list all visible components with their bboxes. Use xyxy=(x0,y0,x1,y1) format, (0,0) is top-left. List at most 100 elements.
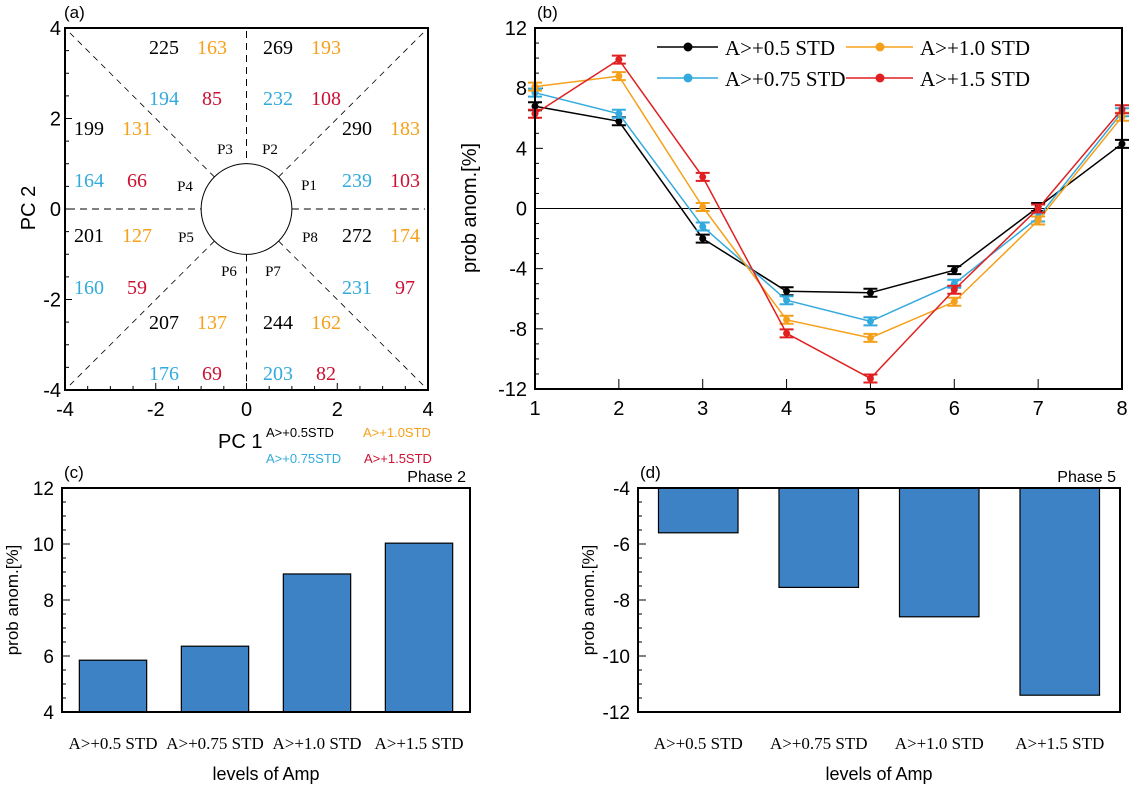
data-point xyxy=(1034,205,1042,212)
count-label: 244 xyxy=(263,312,293,334)
legend-label: A>+1.5 STD xyxy=(920,67,1030,91)
series-line-2 xyxy=(534,75,1123,339)
count-label: 203 xyxy=(263,363,293,385)
x-tick-label: 2 xyxy=(332,399,343,421)
x-category-label: A>+0.5 STD xyxy=(68,734,157,753)
panel-label-d: (d) xyxy=(640,463,661,482)
phase-label: P2 xyxy=(262,142,278,158)
legend-entry: A>+0.5STD xyxy=(266,425,334,440)
y-axis-label: prob anom.[%] xyxy=(459,143,481,273)
y-tick-label: -12 xyxy=(603,703,630,724)
y-tick-label: -10 xyxy=(603,647,630,668)
panel-label-a: (a) xyxy=(64,3,85,22)
y-tick-label: -4 xyxy=(509,259,527,281)
panel-a: -4 -2 0 2 4 -4 -2 0 2 4 PC 1 PC 2 A>+0.5STD A>+1.0STD… xyxy=(18,18,434,466)
count-label: 231 xyxy=(342,277,372,299)
phase-label: P8 xyxy=(302,230,318,246)
count-label: 108 xyxy=(311,88,341,110)
data-point xyxy=(866,334,874,342)
count-label: 176 xyxy=(149,363,179,385)
count-label: 207 xyxy=(149,312,179,334)
legend-marker xyxy=(875,42,885,52)
y-tick-label: -2 xyxy=(43,290,61,312)
phase-label: P7 xyxy=(265,264,281,280)
data-point xyxy=(783,316,791,324)
bar xyxy=(78,659,148,713)
count-label: 103 xyxy=(390,170,420,192)
x-category-label: A>+0.5 STD xyxy=(654,734,743,753)
count-label: 232 xyxy=(263,88,293,110)
phase-label: P3 xyxy=(217,142,233,158)
x-category-label: A>+1.0 STD xyxy=(272,734,361,753)
x-category-label: A>+1.5 STD xyxy=(374,734,463,753)
y-tick-label: -4 xyxy=(43,380,61,402)
y-tick-label: -12 xyxy=(498,379,527,401)
x-tick-label: 8 xyxy=(1116,398,1127,420)
panel-label-b: (b) xyxy=(537,3,558,22)
data-point xyxy=(699,223,707,231)
bar xyxy=(898,487,980,618)
legend-entry: A>+1.5STD xyxy=(364,451,432,466)
y-tick-label: -4 xyxy=(613,479,630,500)
data-point xyxy=(699,235,707,243)
data-point xyxy=(866,289,874,297)
x-category-label: A>+1.0 STD xyxy=(895,734,984,753)
count-label: 69 xyxy=(202,363,222,385)
x-category-label: A>+0.75 STD xyxy=(166,734,264,753)
series-line-0 xyxy=(534,105,1123,294)
count-label: 201 xyxy=(74,225,104,247)
x-tick-label: 7 xyxy=(1033,398,1044,420)
phase-label: P5 xyxy=(178,230,194,246)
y-tick-label: -8 xyxy=(613,591,630,612)
data-point xyxy=(699,203,707,211)
y-tick-label: 12 xyxy=(33,479,54,500)
bar xyxy=(180,645,250,713)
data-point xyxy=(699,173,707,181)
y-tick-label: 8 xyxy=(43,591,54,612)
series-line-1 xyxy=(534,91,1123,323)
phase-label: P4 xyxy=(177,179,193,195)
x-tick-label: 5 xyxy=(865,398,876,420)
bar xyxy=(1019,487,1101,696)
chart-title: Phase 5 xyxy=(1057,469,1116,486)
data-point xyxy=(866,374,874,382)
y-tick-label: 0 xyxy=(50,199,61,221)
y-tick-label: 8 xyxy=(516,78,527,100)
count-label: 174 xyxy=(390,225,420,247)
data-point xyxy=(1034,217,1042,225)
data-point xyxy=(615,117,623,125)
data-point xyxy=(950,298,958,306)
bar xyxy=(384,542,454,713)
phase-divider xyxy=(68,31,215,178)
x-tick-label: 0 xyxy=(241,399,252,421)
count-label: 290 xyxy=(342,118,372,140)
count-label: 162 xyxy=(311,312,341,334)
data-point xyxy=(950,266,958,274)
y-tick-label: 4 xyxy=(516,138,527,160)
series-line-3 xyxy=(534,58,1123,380)
data-point xyxy=(866,317,874,325)
bar xyxy=(657,487,739,534)
count-label: 163 xyxy=(197,37,227,59)
count-label: 160 xyxy=(74,277,104,299)
y-tick-label: 4 xyxy=(43,703,54,724)
legend-label: A>+0.5 STD xyxy=(725,36,835,60)
x-axis-label: levels of Amp xyxy=(212,764,319,784)
legend-marker xyxy=(683,42,693,52)
x-tick-label: 6 xyxy=(949,398,960,420)
count-label: 59 xyxy=(127,277,147,299)
data-point xyxy=(783,287,791,295)
phase-divider xyxy=(278,31,425,178)
data-point xyxy=(950,286,958,294)
count-label: 272 xyxy=(342,225,372,247)
legend-marker xyxy=(683,73,693,83)
count-label: 131 xyxy=(122,118,152,140)
y-tick-label: 10 xyxy=(33,535,54,556)
legend-label: A>+0.75 STD xyxy=(725,67,846,91)
phase-divider xyxy=(278,240,425,387)
chart-title: Phase 2 xyxy=(407,469,466,486)
data-point xyxy=(783,296,791,304)
x-tick-label: -4 xyxy=(56,399,74,421)
legend-label: A>+1.0 STD xyxy=(920,36,1030,60)
